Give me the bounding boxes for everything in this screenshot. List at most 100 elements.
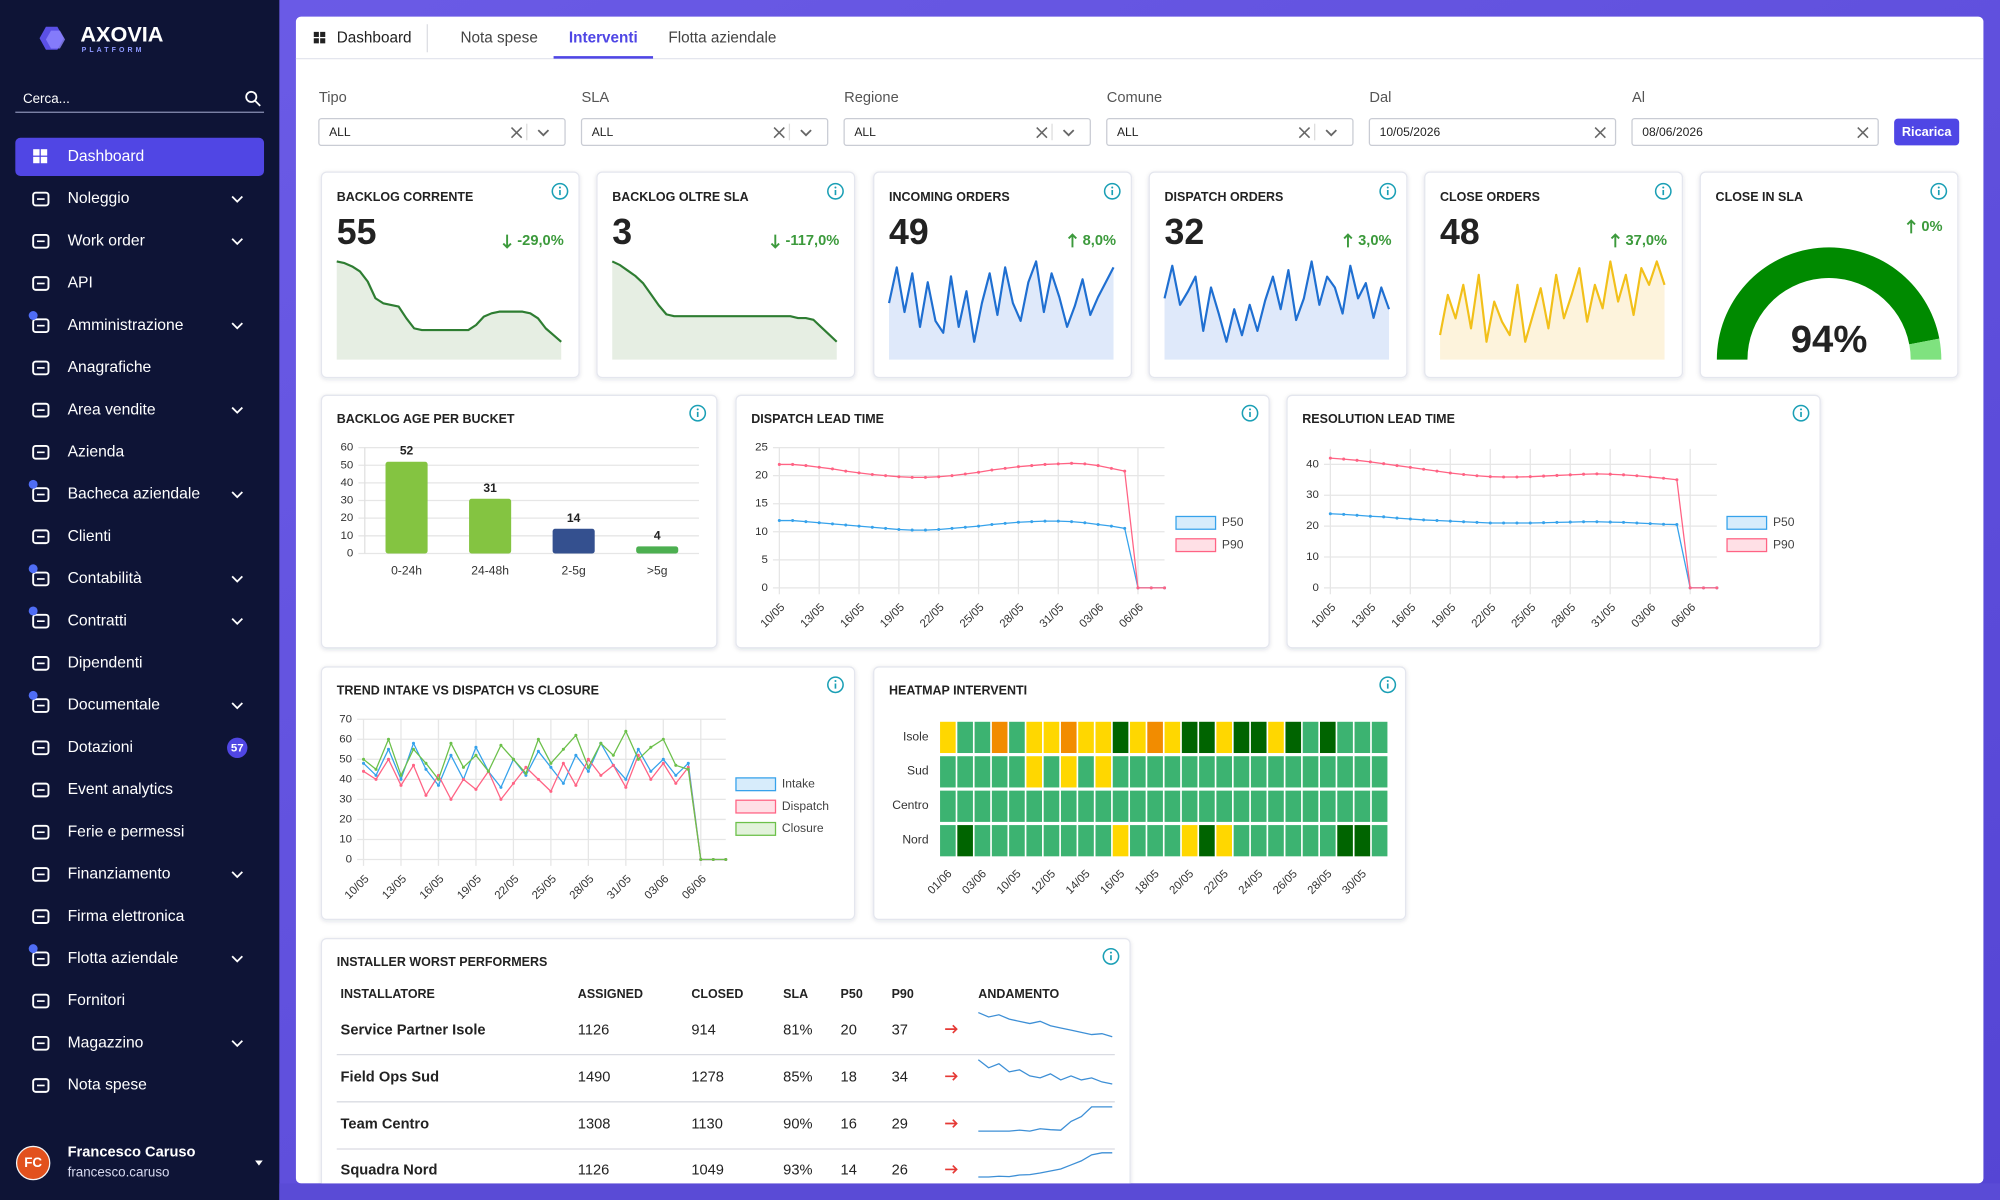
menu-item[interactable]: Bacheca aziendale	[28, 479, 243, 503]
info-button[interactable]	[1102, 948, 1120, 965]
info-button[interactable]	[551, 182, 569, 200]
menu-label: Magazzino	[68, 1034, 144, 1051]
menu-item[interactable]: Ferie e permessi	[32, 823, 185, 840]
chevron-icon	[231, 575, 243, 583]
sparkline	[1438, 260, 1666, 343]
menu-item[interactable]: API	[32, 275, 93, 292]
legend-item[interactable]: Intake	[735, 776, 815, 792]
menu-item[interactable]: Clienti	[32, 528, 111, 545]
series-line	[779, 462, 1165, 589]
table-row[interactable]: Team Centro 1308 1130 90% 16 29	[341, 1106, 1113, 1133]
tab[interactable]: Nota spese	[460, 29, 537, 46]
menu-icon	[32, 1035, 50, 1051]
info-button[interactable]	[1654, 182, 1672, 200]
menu-icon	[32, 191, 50, 207]
legend-item[interactable]: P90	[1175, 537, 1244, 553]
menu-item[interactable]: Work order	[32, 232, 243, 249]
series-point	[1715, 586, 1719, 590]
series-point	[1395, 464, 1399, 468]
heatmap-cell	[1250, 756, 1267, 788]
series-point	[1542, 474, 1546, 478]
info-button[interactable]	[689, 404, 707, 422]
legend-item[interactable]: Dispatch	[735, 799, 829, 814]
menu-item[interactable]: Contabilità	[28, 564, 243, 587]
user-menu[interactable]: FC Francesco Caruso francesco.caruso	[15, 1145, 263, 1181]
legend-item[interactable]: Closure	[735, 821, 824, 836]
info-button[interactable]	[1379, 182, 1397, 200]
filter-input[interactable]: ALL	[580, 117, 829, 147]
info-button[interactable]	[827, 182, 844, 200]
legend-item[interactable]: P50	[1175, 515, 1244, 530]
menu-item[interactable]: Amministrazione	[28, 311, 243, 334]
menu-label: Finanziamento	[68, 866, 171, 883]
menu-icon	[32, 402, 50, 418]
menu-item[interactable]: Fornitori	[32, 992, 125, 1009]
filter-input[interactable]: ALL	[318, 117, 566, 147]
brand-name: AXOVIA	[80, 21, 163, 46]
series-point	[674, 773, 678, 777]
menu-item[interactable]: Dotazioni 57	[32, 737, 248, 759]
heatmap-cell	[1095, 825, 1112, 857]
search-icon	[245, 90, 258, 103]
series-point	[449, 797, 453, 801]
reload-button[interactable]: Ricarica	[1894, 118, 1960, 146]
menu-item[interactable]: Firma elettronica	[32, 908, 185, 925]
series-point	[1661, 522, 1666, 526]
filter-input[interactable]: ALL	[843, 117, 1091, 147]
menu-item[interactable]: Finanziamento	[32, 866, 243, 883]
info-icon	[1379, 676, 1397, 694]
menu-item[interactable]: Dipendenti	[32, 655, 143, 672]
kpi-delta: -29,0%	[517, 233, 563, 249]
menu-item[interactable]: Documentale	[28, 690, 243, 714]
info-button[interactable]	[1241, 404, 1259, 422]
menu-label: Ferie e permessi	[68, 823, 185, 840]
gauge-value-label: 94%	[1791, 318, 1868, 361]
heatmap-cell	[1147, 721, 1163, 754]
table-row[interactable]: Squadra Nord 1126 1049 93% 14 26	[341, 1152, 1113, 1179]
menu-label: Area vendite	[68, 401, 156, 418]
legend-item[interactable]: P50	[1726, 515, 1795, 530]
menu-item[interactable]: Magazzino	[32, 1034, 243, 1051]
menu-item[interactable]: Noleggio	[32, 190, 243, 207]
series-point	[1355, 458, 1359, 462]
table-row[interactable]: Field Ops Sud 1490 1278 85% 18 34	[341, 1059, 1113, 1086]
heatmap-cell	[1268, 790, 1284, 822]
info-button[interactable]	[1379, 676, 1397, 694]
table-cell: 85%	[783, 1069, 812, 1085]
series-point	[1123, 526, 1127, 530]
y-tick-label: 0	[346, 854, 352, 866]
series-point	[1462, 472, 1466, 477]
legend-item[interactable]: P90	[1726, 537, 1795, 553]
table-cell: Field Ops Sud	[341, 1069, 440, 1085]
info-button[interactable]	[1792, 404, 1810, 422]
tab[interactable]: Dashboard	[337, 29, 412, 46]
kpi-delta: 37,0%	[1626, 233, 1668, 249]
filter-input[interactable]: 08/06/2026	[1631, 117, 1879, 147]
menu-item[interactable]: Event analytics	[32, 781, 173, 798]
y-tick-label: 10	[339, 834, 352, 846]
search-box[interactable]: Cerca...	[15, 90, 265, 113]
menu-item[interactable]: Azienda	[32, 443, 125, 460]
info-button[interactable]	[827, 676, 844, 694]
menu-item[interactable]: Anagrafiche	[32, 359, 152, 376]
clear-icon	[510, 126, 523, 139]
menu-item[interactable]: Nota spese	[32, 1077, 147, 1094]
menu-item[interactable]: Dashboard	[15, 137, 265, 176]
filter-box	[1106, 117, 1354, 147]
info-icon-dot	[1111, 186, 1114, 189]
filter-box	[843, 117, 1091, 147]
menu-item[interactable]: Area vendite	[32, 401, 243, 418]
tab[interactable]: Interventi	[553, 29, 654, 59]
series-point	[424, 767, 428, 771]
filter-input[interactable]: 10/05/2026	[1368, 117, 1617, 147]
info-button[interactable]	[1930, 182, 1948, 200]
menu-item[interactable]: Flotta aziendale	[28, 944, 243, 967]
heatmap-cell	[1216, 756, 1232, 788]
series-point	[724, 857, 728, 862]
filter-input[interactable]: ALL	[1106, 117, 1354, 147]
table-row[interactable]: Service Partner Isole 1126 914 81% 20 37	[341, 1011, 1113, 1039]
row-sparkline	[977, 1059, 1113, 1085]
menu-item[interactable]: Contratti	[28, 606, 243, 630]
tab[interactable]: Flotta aziendale	[668, 29, 776, 46]
info-button[interactable]	[1103, 182, 1121, 200]
